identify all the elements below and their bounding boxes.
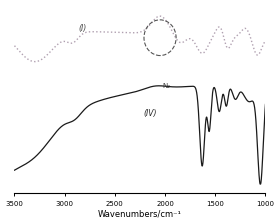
X-axis label: Wavenumbers/cm⁻¹: Wavenumbers/cm⁻¹ — [98, 209, 182, 218]
Text: (IV): (IV) — [143, 109, 157, 118]
Text: (I): (I) — [79, 24, 87, 32]
Text: N₂: N₂ — [162, 83, 170, 89]
